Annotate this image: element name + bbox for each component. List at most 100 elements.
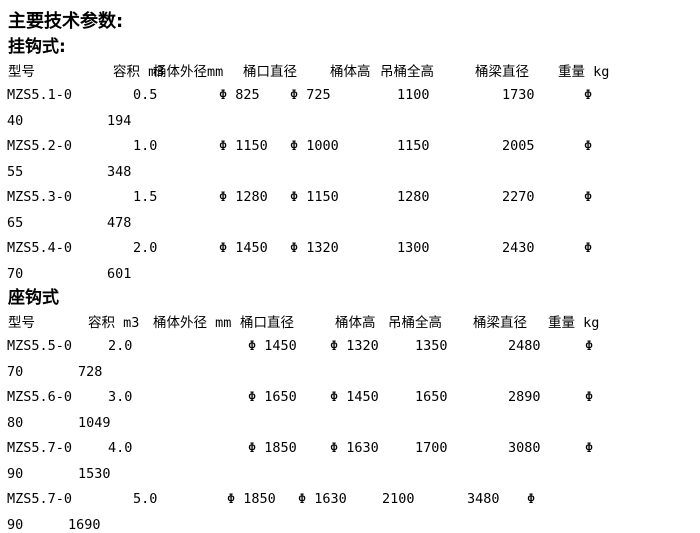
column-header: 吊桶全高 [388,315,442,331]
table-row: MZS5.4-0 2.0 Φ 1450 Φ 1320 1300 2430 Φ [0,240,700,266]
cell-capacity: 2.0 [133,240,158,256]
cell-weight-value: 1690 [68,516,101,533]
cell-beam-diameter-value: 70 [7,363,24,380]
table-row: MZS5.2-0 1.0 Φ 1150 Φ 1000 1150 2005 Φ [0,138,700,164]
cell-beam-prefix: Φ [584,138,593,154]
cell-beam-diameter-value: 80 [7,414,24,431]
column-header: 重量 kg [558,64,610,80]
cell-capacity: 1.5 [133,189,158,205]
column-header: 型号 [8,315,35,331]
cell-body-height: 1100 [397,87,430,103]
cell-weight-value: 478 [107,214,132,231]
column-header: 桶口直径 [240,315,294,331]
table-section: 型号 容积 m3 桶体外径mm 桶口直径 桶体高 吊桶全高 桶梁直径 重量 kg MZS5.1-… [0,60,700,291]
column-header: 容积 m3 [88,315,140,331]
column-header: 重量 kg [548,315,600,331]
cell-beam-prefix: Φ [585,338,594,354]
column-header: 桶梁直径 [475,64,529,80]
cell-beam-diameter-value: 55 [7,163,24,180]
column-header: 型号 [8,64,35,80]
cell-outer-diameter: Φ 1850 [248,440,297,456]
table-row-continuation: 55 348 [0,164,700,190]
table-row: MZS5.6-0 3.0 Φ 1650 Φ 1450 1650 2890 Φ [0,389,700,415]
table-row-continuation: 40 194 [0,113,700,139]
cell-body-height: 1350 [415,338,448,354]
cell-weight-value: 1530 [78,465,111,482]
cell-total-height: 3480 [467,491,500,507]
cell-mouth-diameter: Φ 1320 [290,240,339,256]
column-header: 吊桶全高 [380,64,434,80]
section-heading-hook-type: 挂钩式: [8,37,66,57]
cell-weight-value: 194 [107,112,132,129]
cell-capacity: 3.0 [108,389,133,405]
table-row: MZS5.5-0 2.0 Φ 1450 Φ 1320 1350 2480 Φ [0,338,700,364]
table-row-continuation: 90 1690 [0,517,700,533]
column-header: 容积 m3 [113,64,165,80]
cell-mouth-diameter: Φ 1630 [298,491,347,507]
cell-beam-diameter-value: 65 [7,214,24,231]
table-row-continuation: 70 601 [0,266,700,292]
page-title: 主要技术参数: [8,11,124,32]
cell-beam-prefix: Φ [585,440,594,456]
cell-total-height: 2480 [508,338,541,354]
table-row: MZS5.1-0 0.5 Φ 825 Φ 725 1100 1730 Φ [0,87,700,113]
cell-body-height: 1700 [415,440,448,456]
cell-total-height: 2430 [502,240,535,256]
cell-model: MZS5.2-0 [7,138,73,154]
cell-weight-value: 1049 [78,414,111,431]
cell-capacity: 5.0 [133,491,158,507]
table-row-continuation: 80 1049 [0,415,700,441]
column-header: 桶体高 [335,315,376,331]
cell-body-height: 1280 [397,189,430,205]
table-row-continuation: 65 478 [0,215,700,241]
cell-total-height: 3080 [508,440,541,456]
cell-body-height: 2100 [382,491,415,507]
cell-beam-prefix: Φ [585,389,594,405]
cell-model: MZS5.5-0 [7,338,73,354]
table-section: 型号 容积 m3 桶体外径 mm 桶口直径 桶体高 吊桶全高 桶梁直径 重量 kg MZS5.5… [0,311,700,533]
cell-beam-prefix: Φ [527,491,536,507]
cell-outer-diameter: Φ 1650 [248,389,297,405]
column-header: 桶梁直径 [473,315,527,331]
column-header: 桶体高 [330,64,371,80]
cell-beam-diameter-value: 90 [7,516,24,533]
cell-body-height: 1150 [397,138,430,154]
cell-capacity: 0.5 [133,87,158,103]
column-header: 桶体外径mm [153,64,224,80]
table-row-continuation: 90 1530 [0,466,700,492]
cell-capacity: 4.0 [108,440,133,456]
cell-beam-prefix: Φ [584,189,593,205]
table-row: MZS5.7-0 4.0 Φ 1850 Φ 1630 1700 3080 Φ [0,440,700,466]
table-header-row: 型号 容积 m3 桶体外径 mm 桶口直径 桶体高 吊桶全高 桶梁直径 重量 kg [0,311,700,338]
table-header-row: 型号 容积 m3 桶体外径mm 桶口直径 桶体高 吊桶全高 桶梁直径 重量 kg [0,60,700,87]
cell-mouth-diameter: Φ 725 [290,87,331,103]
cell-beam-diameter-value: 90 [7,465,24,482]
cell-body-height: 1300 [397,240,430,256]
cell-total-height: 1730 [502,87,535,103]
cell-model: MZS5.7-0 [7,440,73,456]
cell-total-height: 2005 [502,138,535,154]
cell-weight-value: 348 [107,163,132,180]
cell-capacity: 1.0 [133,138,158,154]
cell-mouth-diameter: Φ 1450 [330,389,379,405]
cell-body-height: 1650 [415,389,448,405]
column-header: 桶口直径 [243,64,297,80]
cell-mouth-diameter: Φ 1630 [330,440,379,456]
table-row-continuation: 70 728 [0,364,700,390]
table-row: MZS5.3-0 1.5 Φ 1280 Φ 1150 1280 2270 Φ [0,189,700,215]
cell-model: MZS5.6-0 [7,389,73,405]
cell-beam-prefix: Φ [584,87,593,103]
cell-outer-diameter: Φ 1280 [219,189,268,205]
cell-model: MZS5.7-0 [7,491,73,507]
cell-outer-diameter: Φ 1850 [227,491,276,507]
cell-model: MZS5.3-0 [7,189,73,205]
cell-total-height: 2270 [502,189,535,205]
cell-outer-diameter: Φ 1450 [248,338,297,354]
cell-outer-diameter: Φ 1150 [219,138,268,154]
cell-beam-diameter-value: 70 [7,265,24,282]
cell-outer-diameter: Φ 1450 [219,240,268,256]
cell-model: MZS5.4-0 [7,240,73,256]
cell-mouth-diameter: Φ 1000 [290,138,339,154]
table-row: MZS5.7-0 5.0 Φ 1850 Φ 1630 2100 3480 Φ [0,491,700,517]
